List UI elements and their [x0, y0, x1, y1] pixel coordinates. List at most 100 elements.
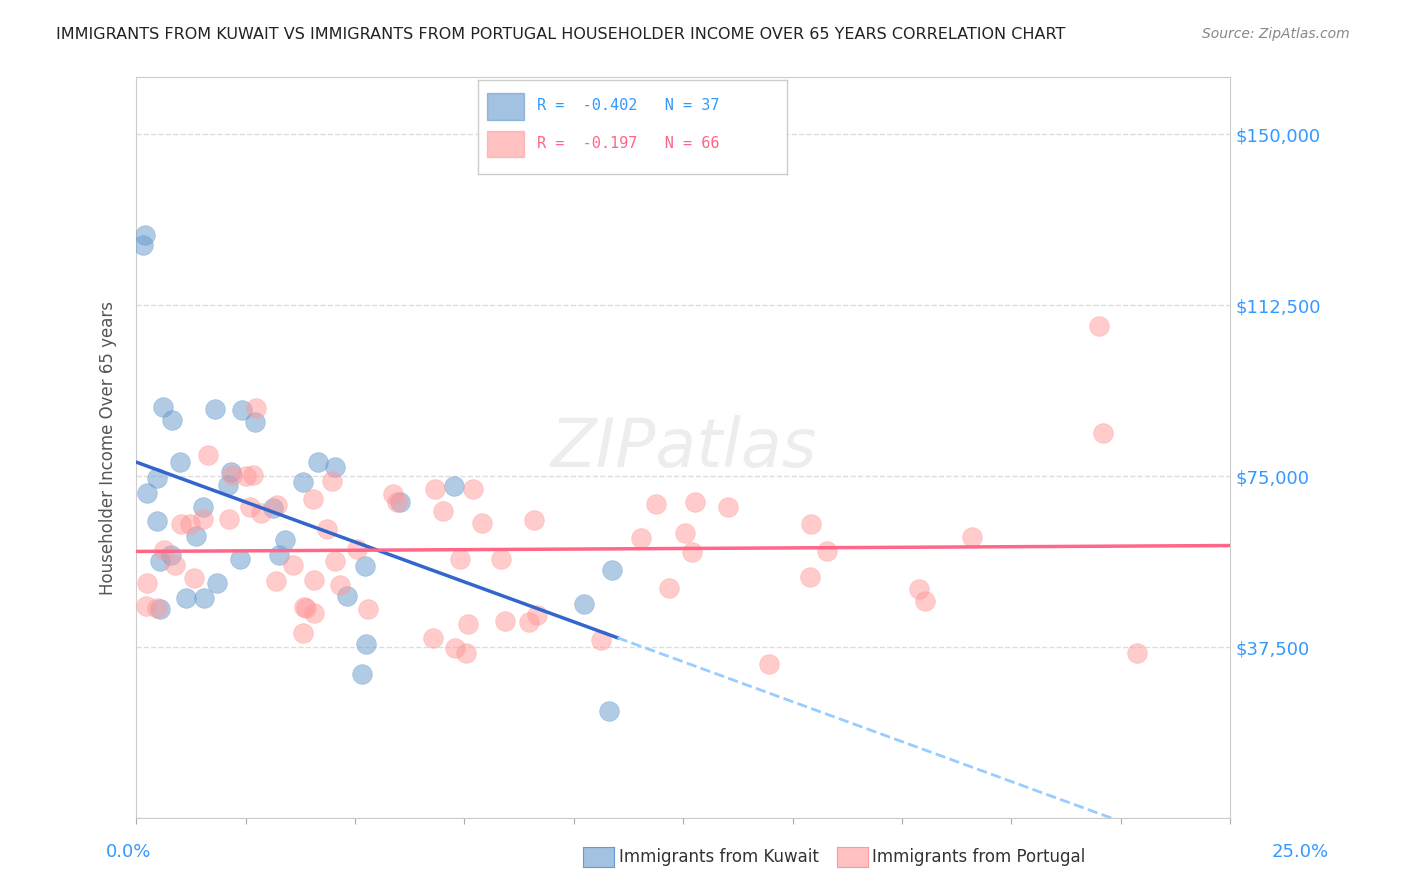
Point [443, 641, 465, 656]
Point [160, 548, 183, 562]
Y-axis label: Householder Income Over 65 years: Householder Income Over 65 years [100, 301, 117, 595]
Point [135, 486, 157, 500]
Point [169, 517, 191, 532]
Point [572, 598, 595, 612]
Point [357, 602, 380, 616]
Point [673, 526, 696, 541]
Point [960, 530, 983, 544]
Point [336, 589, 359, 603]
Point [235, 469, 257, 483]
Point [146, 515, 169, 529]
Point [149, 554, 172, 568]
Point [645, 497, 668, 511]
Point [457, 617, 479, 632]
Point [443, 479, 465, 493]
Point [517, 615, 540, 629]
Text: Source: ZipAtlas.com: Source: ZipAtlas.com [1202, 27, 1350, 41]
Point [432, 504, 454, 518]
Point [266, 498, 288, 512]
Point [600, 563, 623, 577]
Point [800, 517, 823, 532]
Point [382, 487, 405, 501]
Point [658, 582, 681, 596]
Point [1125, 646, 1147, 660]
Point [245, 401, 267, 416]
Point [302, 492, 325, 507]
Point [193, 591, 215, 605]
Point [758, 657, 780, 671]
Point [683, 495, 706, 509]
Text: IMMIGRANTS FROM KUWAIT VS IMMIGRANTS FROM PORTUGAL HOUSEHOLDER INCOME OVER 65 YE: IMMIGRANTS FROM KUWAIT VS IMMIGRANTS FRO… [56, 27, 1066, 42]
Point [146, 601, 169, 615]
Text: R =  -0.402   N = 37: R = -0.402 N = 37 [537, 98, 720, 113]
Point [204, 401, 226, 416]
Point [346, 542, 368, 557]
Point [193, 500, 215, 515]
Point [307, 455, 329, 469]
Point [1091, 425, 1114, 440]
Point [302, 573, 325, 587]
Point [463, 483, 485, 497]
Point [422, 631, 444, 645]
Point [523, 513, 546, 527]
Point [799, 570, 821, 584]
Point [149, 601, 172, 615]
Point [179, 516, 201, 531]
Point [292, 475, 315, 489]
Point [1088, 318, 1111, 333]
Point [152, 543, 174, 558]
Point [630, 532, 652, 546]
Point [217, 478, 239, 492]
Point [321, 474, 343, 488]
Point [169, 455, 191, 469]
Point [238, 500, 260, 514]
Point [231, 403, 253, 417]
Point [146, 471, 169, 485]
Point [385, 495, 408, 509]
Point [302, 607, 325, 621]
Point [242, 468, 264, 483]
Point [191, 512, 214, 526]
Point [134, 227, 156, 242]
Point [598, 704, 620, 718]
Point [197, 449, 219, 463]
Point [221, 465, 243, 479]
Point [489, 551, 512, 566]
Text: 0.0%: 0.0% [105, 843, 150, 861]
Point [183, 570, 205, 584]
Text: Immigrants from Portugal: Immigrants from Portugal [872, 848, 1085, 866]
Point [135, 599, 157, 613]
Point [316, 522, 339, 536]
Point [717, 500, 740, 515]
Point [352, 667, 374, 681]
Text: ZIPatlas: ZIPatlas [550, 415, 817, 481]
Point [329, 578, 352, 592]
Point [250, 506, 273, 520]
Point [494, 614, 516, 628]
Point [292, 599, 315, 614]
Bar [488, 94, 524, 120]
Point [162, 413, 184, 427]
Point [591, 633, 613, 648]
Point [184, 528, 207, 542]
Point [221, 468, 243, 483]
Point [389, 495, 412, 509]
Point [325, 460, 347, 475]
Point [152, 401, 174, 415]
Point [681, 545, 703, 559]
Point [266, 574, 288, 588]
Point [354, 558, 377, 573]
Point [449, 551, 471, 566]
Text: Immigrants from Kuwait: Immigrants from Kuwait [619, 848, 818, 866]
Point [291, 626, 314, 640]
Point [471, 516, 494, 530]
Text: 25.0%: 25.0% [1271, 843, 1329, 861]
Point [269, 548, 291, 562]
Point [456, 646, 478, 660]
Point [908, 582, 931, 596]
Point [815, 544, 838, 558]
Point [914, 594, 936, 608]
Point [295, 601, 318, 615]
Point [262, 500, 284, 515]
Point [283, 558, 305, 572]
